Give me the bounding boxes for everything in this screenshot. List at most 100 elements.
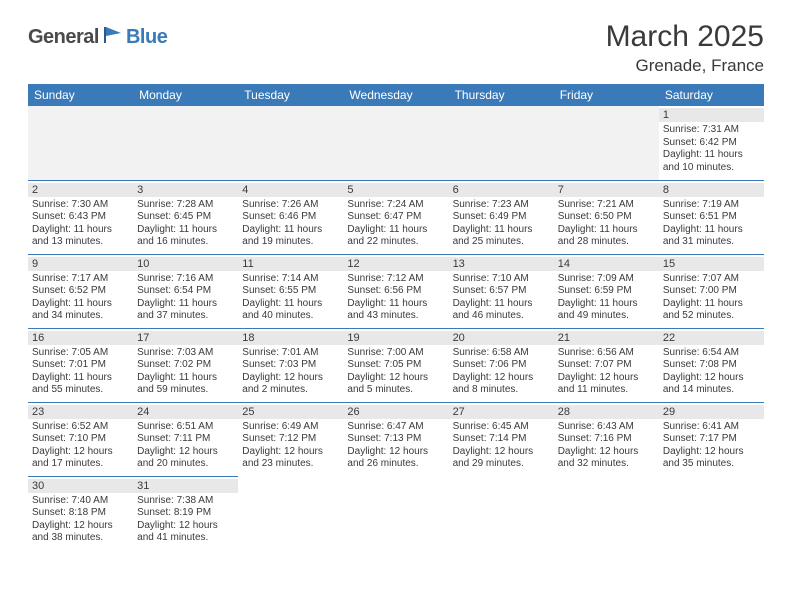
day-number: 19 bbox=[343, 331, 448, 345]
day-number: 7 bbox=[554, 183, 659, 197]
calendar-cell: 31Sunrise: 7:38 AMSunset: 8:19 PMDayligh… bbox=[133, 476, 238, 550]
sunset-line: Sunset: 6:45 PM bbox=[137, 211, 234, 224]
calendar-week-row: 1Sunrise: 7:31 AMSunset: 6:42 PMDaylight… bbox=[28, 106, 764, 180]
daylight-line: Daylight: 12 hours and 23 minutes. bbox=[242, 446, 339, 471]
day-number: 22 bbox=[659, 331, 764, 345]
sunset-line: Sunset: 6:46 PM bbox=[242, 211, 339, 224]
daylight-line: Daylight: 12 hours and 26 minutes. bbox=[347, 446, 444, 471]
calendar-cell: 27Sunrise: 6:45 AMSunset: 7:14 PMDayligh… bbox=[449, 402, 554, 476]
day-number: 29 bbox=[659, 405, 764, 419]
calendar-cell: 4Sunrise: 7:26 AMSunset: 6:46 PMDaylight… bbox=[238, 180, 343, 254]
sunset-line: Sunset: 7:12 PM bbox=[242, 433, 339, 446]
day-number: 2 bbox=[28, 183, 133, 197]
sunrise-line: Sunrise: 6:47 AM bbox=[347, 421, 444, 434]
sunset-line: Sunset: 7:02 PM bbox=[137, 359, 234, 372]
sunrise-line: Sunrise: 7:05 AM bbox=[32, 347, 129, 360]
sunrise-line: Sunrise: 6:49 AM bbox=[242, 421, 339, 434]
day-number: 20 bbox=[449, 331, 554, 345]
sunrise-line: Sunrise: 6:52 AM bbox=[32, 421, 129, 434]
day-number: 17 bbox=[133, 331, 238, 345]
sunset-line: Sunset: 6:51 PM bbox=[663, 211, 760, 224]
daylight-line: Daylight: 12 hours and 41 minutes. bbox=[137, 520, 234, 545]
sunset-line: Sunset: 6:52 PM bbox=[32, 285, 129, 298]
calendar-cell: 29Sunrise: 6:41 AMSunset: 7:17 PMDayligh… bbox=[659, 402, 764, 476]
daylight-line: Daylight: 11 hours and 22 minutes. bbox=[347, 224, 444, 249]
logo-text-blue: Blue bbox=[126, 26, 167, 49]
day-number: 14 bbox=[554, 257, 659, 271]
day-number: 30 bbox=[28, 479, 133, 493]
calendar-cell: 14Sunrise: 7:09 AMSunset: 6:59 PMDayligh… bbox=[554, 254, 659, 328]
calendar-cell bbox=[449, 476, 554, 550]
calendar-week-row: 30Sunrise: 7:40 AMSunset: 8:18 PMDayligh… bbox=[28, 476, 764, 550]
day-number: 10 bbox=[133, 257, 238, 271]
sunrise-line: Sunrise: 7:10 AM bbox=[453, 273, 550, 286]
calendar-cell: 17 Sunrise: 7:03 AMSunset: 7:02 PMDayligh… bbox=[133, 328, 238, 402]
calendar-cell: 8Sunrise: 7:19 AMSunset: 6:51 PMDaylight… bbox=[659, 180, 764, 254]
calendar-cell bbox=[659, 476, 764, 550]
logo: General Blue bbox=[28, 26, 167, 49]
daylight-line: Daylight: 12 hours and 14 minutes. bbox=[663, 372, 760, 397]
calendar-cell: 18Sunrise: 7:01 AMSunset: 7:03 PMDayligh… bbox=[238, 328, 343, 402]
title-block: March 2025 Grenade, France bbox=[606, 20, 764, 76]
sunset-line: Sunset: 6:42 PM bbox=[663, 137, 760, 150]
calendar-cell bbox=[28, 106, 133, 180]
sunset-line: Sunset: 8:18 PM bbox=[32, 507, 129, 520]
sunrise-line: Sunrise: 7:03 AM bbox=[137, 347, 234, 360]
daylight-line: Daylight: 11 hours and 37 minutes. bbox=[137, 298, 234, 323]
sunrise-line: Sunrise: 7:17 AM bbox=[32, 273, 129, 286]
calendar-week-row: 16Sunrise: 7:05 AMSunset: 7:01 PMDayligh… bbox=[28, 328, 764, 402]
sunset-line: Sunset: 6:57 PM bbox=[453, 285, 550, 298]
sunrise-line: Sunrise: 7:09 AM bbox=[558, 273, 655, 286]
sunset-line: Sunset: 7:05 PM bbox=[347, 359, 444, 372]
day-number: 18 bbox=[238, 331, 343, 345]
calendar-cell: 3Sunrise: 7:28 AMSunset: 6:45 PMDaylight… bbox=[133, 180, 238, 254]
day-number: 3 bbox=[133, 183, 238, 197]
calendar-page: General Blue March 2025 Grenade, France … bbox=[0, 0, 792, 570]
sunrise-line: Sunrise: 7:38 AM bbox=[137, 495, 234, 508]
daylight-line: Daylight: 12 hours and 20 minutes. bbox=[137, 446, 234, 471]
day-number: 25 bbox=[238, 405, 343, 419]
daylight-line: Daylight: 11 hours and 28 minutes. bbox=[558, 224, 655, 249]
calendar-cell: 1Sunrise: 7:31 AMSunset: 6:42 PMDaylight… bbox=[659, 106, 764, 180]
sunset-line: Sunset: 6:50 PM bbox=[558, 211, 655, 224]
sunset-line: Sunset: 7:17 PM bbox=[663, 433, 760, 446]
sunset-line: Sunset: 7:03 PM bbox=[242, 359, 339, 372]
calendar-cell: 24Sunrise: 6:51 AMSunset: 7:11 PMDayligh… bbox=[133, 402, 238, 476]
sunrise-line: Sunrise: 7:14 AM bbox=[242, 273, 339, 286]
daylight-line: Daylight: 11 hours and 31 minutes. bbox=[663, 224, 760, 249]
sunrise-line: Sunrise: 6:45 AM bbox=[453, 421, 550, 434]
daylight-line: Daylight: 11 hours and 55 minutes. bbox=[32, 372, 129, 397]
sunset-line: Sunset: 7:08 PM bbox=[663, 359, 760, 372]
day-number: 23 bbox=[28, 405, 133, 419]
weekday-header: Sunday bbox=[28, 84, 133, 106]
daylight-line: Daylight: 11 hours and 46 minutes. bbox=[453, 298, 550, 323]
sunrise-line: Sunrise: 6:58 AM bbox=[453, 347, 550, 360]
daylight-line: Daylight: 11 hours and 13 minutes. bbox=[32, 224, 129, 249]
daylight-line: Daylight: 11 hours and 52 minutes. bbox=[663, 298, 760, 323]
weekday-header: Saturday bbox=[659, 84, 764, 106]
calendar-cell: 2Sunrise: 7:30 AMSunset: 6:43 PMDaylight… bbox=[28, 180, 133, 254]
sunrise-line: Sunrise: 7:21 AM bbox=[558, 199, 655, 212]
sunset-line: Sunset: 7:00 PM bbox=[663, 285, 760, 298]
sunrise-line: Sunrise: 6:43 AM bbox=[558, 421, 655, 434]
daylight-line: Daylight: 12 hours and 32 minutes. bbox=[558, 446, 655, 471]
sunset-line: Sunset: 6:59 PM bbox=[558, 285, 655, 298]
sunset-line: Sunset: 7:11 PM bbox=[137, 433, 234, 446]
calendar-cell bbox=[238, 106, 343, 180]
daylight-line: Daylight: 12 hours and 29 minutes. bbox=[453, 446, 550, 471]
sunset-line: Sunset: 6:43 PM bbox=[32, 211, 129, 224]
day-number: 4 bbox=[238, 183, 343, 197]
day-number: 26 bbox=[343, 405, 448, 419]
calendar-cell: 9Sunrise: 7:17 AMSunset: 6:52 PMDaylight… bbox=[28, 254, 133, 328]
sunrise-line: Sunrise: 7:24 AM bbox=[347, 199, 444, 212]
calendar-cell: 12Sunrise: 7:12 AMSunset: 6:56 PMDayligh… bbox=[343, 254, 448, 328]
sunrise-line: Sunrise: 7:26 AM bbox=[242, 199, 339, 212]
day-number: 16 bbox=[28, 331, 133, 345]
month-title: March 2025 bbox=[606, 20, 764, 54]
calendar-cell: 26Sunrise: 6:47 AMSunset: 7:13 PMDayligh… bbox=[343, 402, 448, 476]
sunset-line: Sunset: 6:47 PM bbox=[347, 211, 444, 224]
sunset-line: Sunset: 7:10 PM bbox=[32, 433, 129, 446]
daylight-line: Daylight: 11 hours and 59 minutes. bbox=[137, 372, 234, 397]
calendar-cell: 19Sunrise: 7:00 AMSunset: 7:05 PMDayligh… bbox=[343, 328, 448, 402]
daylight-line: Daylight: 12 hours and 17 minutes. bbox=[32, 446, 129, 471]
